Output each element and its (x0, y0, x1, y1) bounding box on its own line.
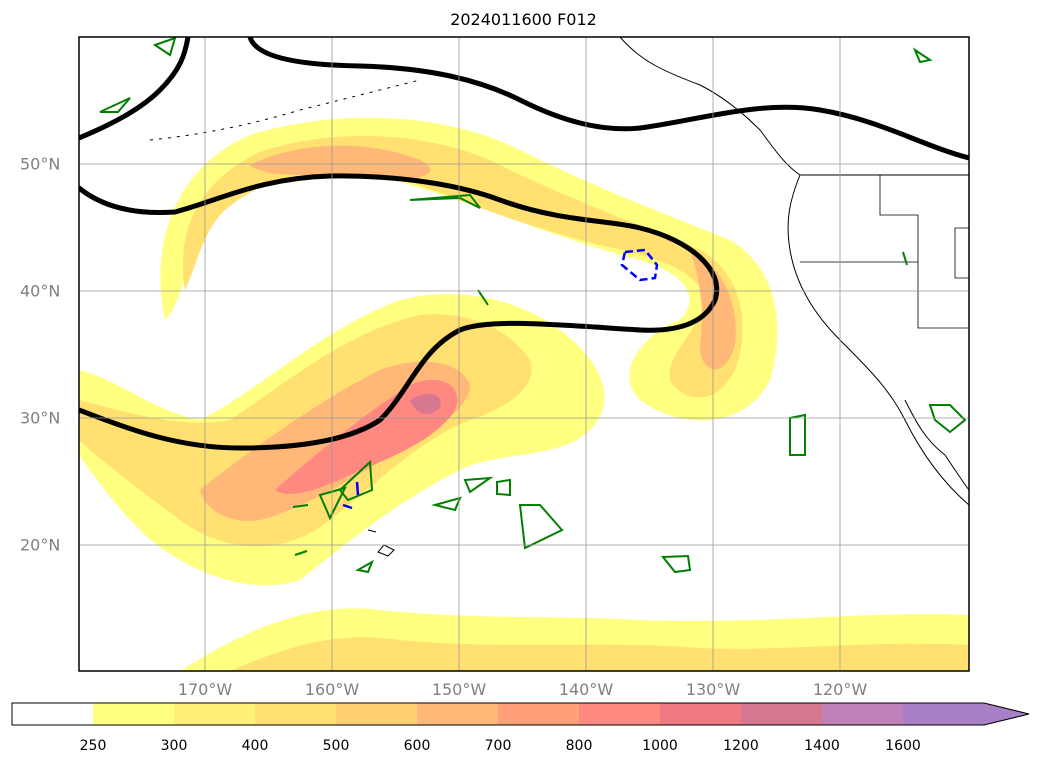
colorbar-segment (741, 703, 822, 725)
colorbar-segment (255, 703, 336, 725)
colorbar-extend-arrow (903, 703, 1029, 725)
colorbar-tick-label: 250 (79, 738, 107, 754)
baja-coastline (904, 399, 969, 491)
contour-upper (79, 37, 969, 161)
longitude-label: 160°W (304, 680, 360, 699)
colorbar (11, 702, 1030, 726)
ivt-core (275, 379, 458, 494)
colorbar-segment (660, 703, 741, 725)
colorbar-tick-label: 1600 (885, 738, 921, 754)
alaska-coastline (619, 37, 801, 176)
blue-contours (342, 248, 659, 510)
colorbar-segment (12, 703, 93, 725)
colorbar-tick-label: 800 (565, 738, 593, 754)
longitude-label: 170°W (177, 680, 233, 699)
colorbar-tick-label: 600 (403, 738, 431, 754)
colorbar-tick-label: 1400 (804, 738, 840, 754)
gridlines (79, 37, 969, 671)
colorbar-segment (498, 703, 579, 725)
longitude-label: 150°W (431, 680, 487, 699)
colorbar-segment (822, 703, 903, 725)
colorbar-tick-label: 400 (241, 738, 269, 754)
colorbar-tick-label: 1200 (723, 738, 759, 754)
colorbar-segment (93, 703, 174, 725)
map-frame (78, 36, 970, 672)
longitude-label: 130°W (685, 680, 741, 699)
chart-title: 2024011600 F012 (450, 10, 597, 29)
ivt-band-north-3 (250, 145, 431, 181)
aleutian-islands (149, 79, 421, 141)
ivt-band-bottom-2 (230, 637, 969, 671)
colorbar-outline (11, 702, 1030, 726)
colorbar-tick-label: 300 (160, 738, 188, 754)
longitude-label: 120°W (812, 680, 868, 699)
hawaii-islands (367, 529, 395, 557)
colorbar-segment (336, 703, 417, 725)
contour-middle (79, 173, 720, 451)
longitude-label: 140°W (558, 680, 614, 699)
colorbar-tick-label: 700 (484, 738, 512, 754)
colorbar-tick-label: 1000 (642, 738, 678, 754)
latitude-label: 30°N (20, 408, 61, 428)
latitude-label: 50°N (20, 154, 61, 174)
ivt-core-max (410, 393, 441, 414)
colorbar-segment (417, 703, 498, 725)
colorbar-tick-label: 500 (322, 738, 350, 754)
colorbar-segment (579, 703, 660, 725)
green-contours (99, 37, 967, 574)
state-borders (800, 175, 969, 329)
colorbar-segment (174, 703, 255, 725)
latitude-label: 20°N (20, 535, 61, 555)
latitude-label: 40°N (20, 281, 61, 301)
thick-contours (79, 37, 969, 451)
